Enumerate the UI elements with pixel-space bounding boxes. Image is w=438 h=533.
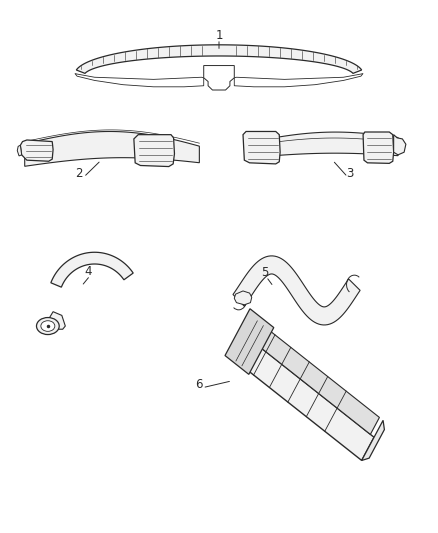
Polygon shape	[245, 132, 398, 158]
Polygon shape	[230, 333, 374, 461]
Ellipse shape	[41, 321, 55, 332]
Polygon shape	[76, 45, 362, 74]
Text: 3: 3	[346, 167, 353, 180]
Text: 1: 1	[215, 29, 223, 42]
Text: 4: 4	[84, 265, 92, 278]
Polygon shape	[17, 146, 21, 156]
Polygon shape	[363, 132, 394, 164]
Polygon shape	[234, 291, 252, 305]
Polygon shape	[75, 74, 204, 87]
Ellipse shape	[36, 318, 59, 335]
Polygon shape	[51, 252, 133, 287]
Polygon shape	[134, 135, 174, 166]
Text: 5: 5	[261, 266, 268, 279]
Polygon shape	[233, 256, 360, 325]
Polygon shape	[49, 312, 65, 329]
Polygon shape	[246, 319, 379, 434]
Text: 2: 2	[75, 167, 83, 180]
Polygon shape	[204, 66, 234, 90]
Polygon shape	[225, 309, 274, 374]
Polygon shape	[25, 132, 199, 166]
Polygon shape	[234, 74, 363, 87]
Polygon shape	[20, 140, 53, 161]
Text: 6: 6	[196, 378, 203, 391]
Polygon shape	[243, 132, 280, 164]
Polygon shape	[362, 421, 385, 461]
Polygon shape	[394, 135, 406, 155]
